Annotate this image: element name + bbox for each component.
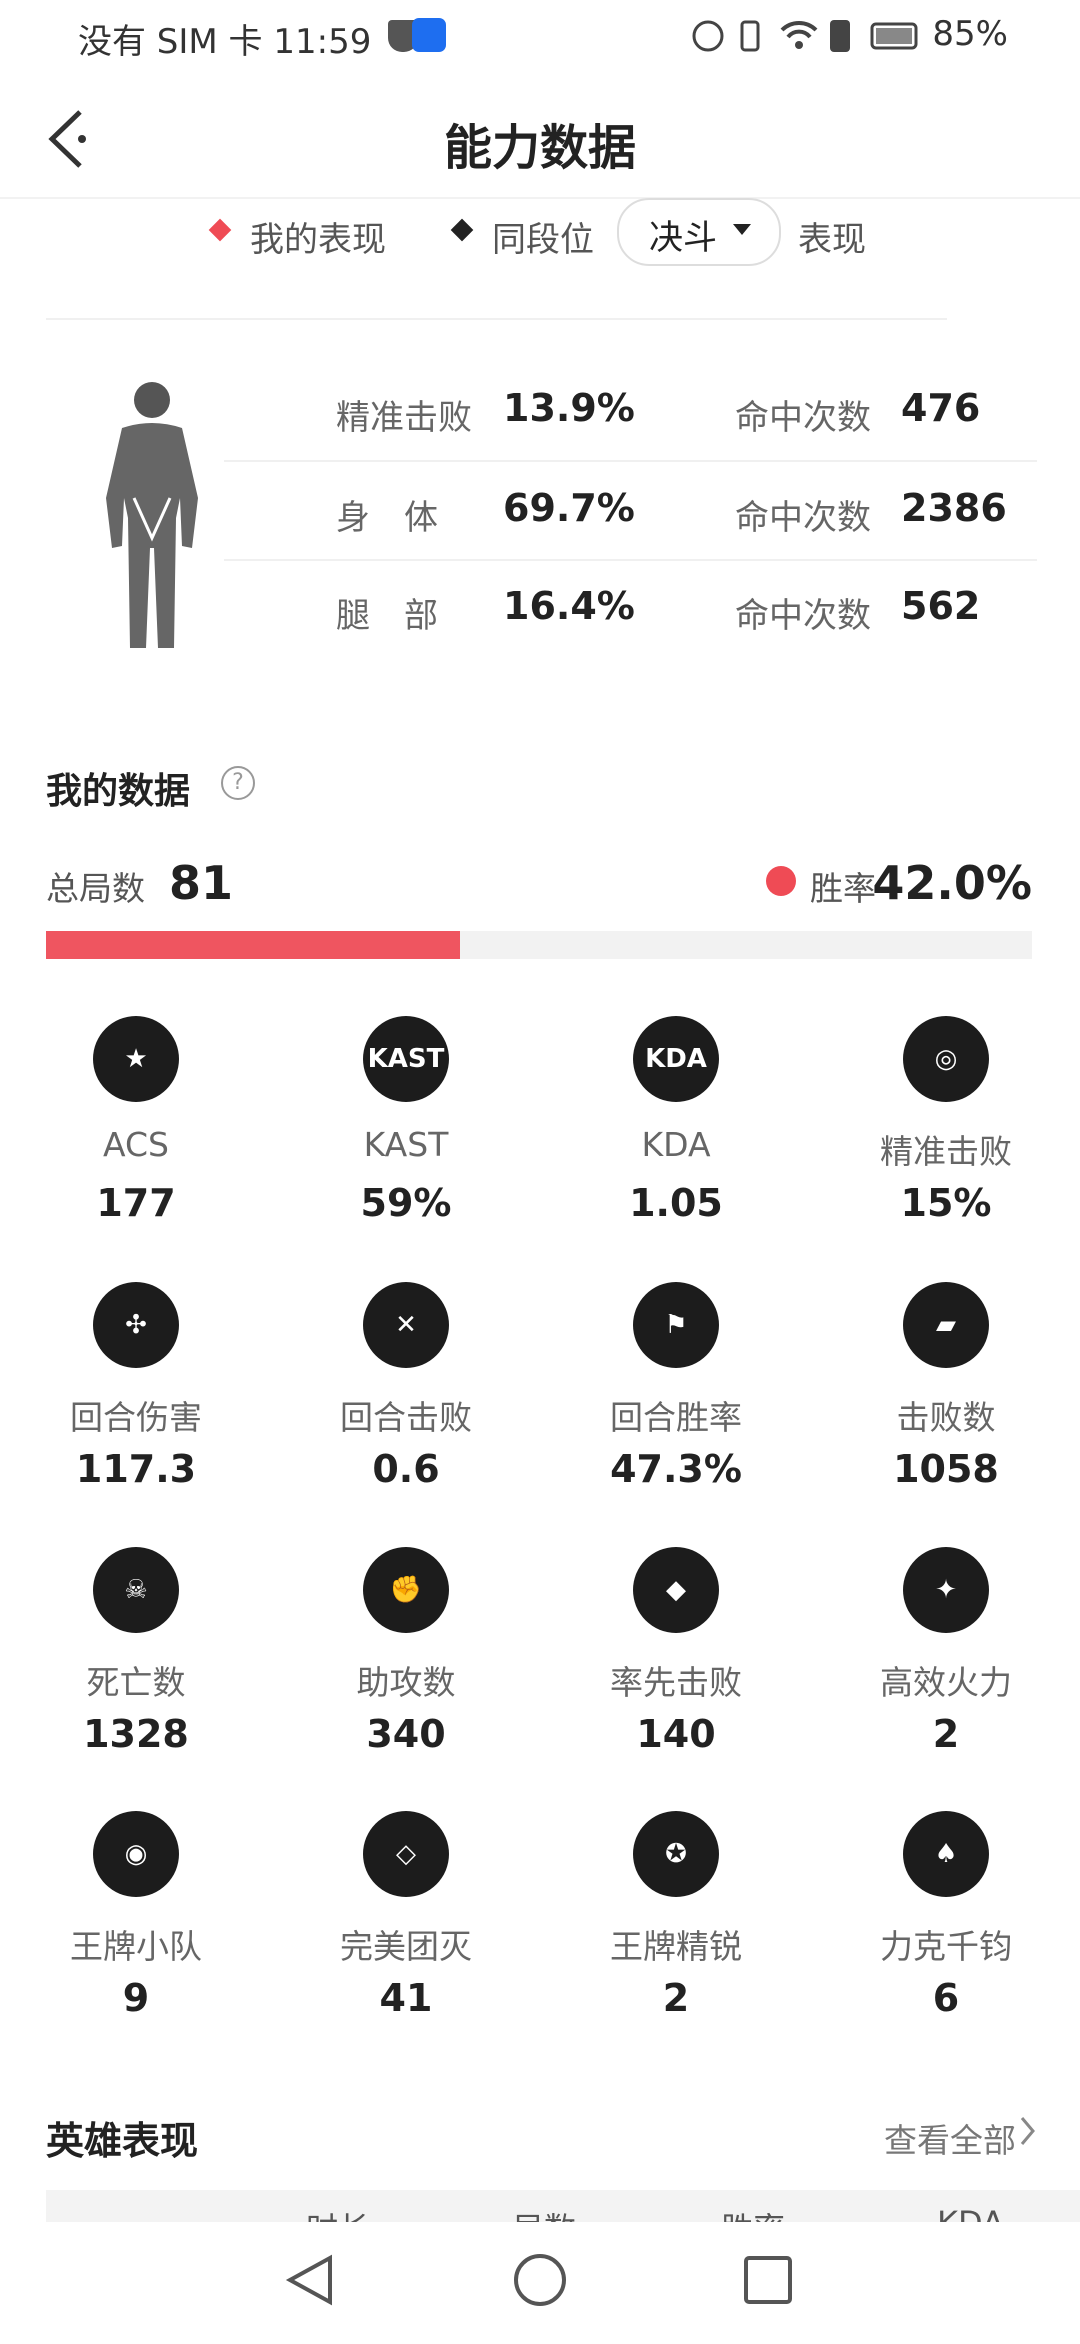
app-icon — [412, 18, 446, 52]
stat-icon: ◉ — [93, 1811, 179, 1897]
stat-label: KDA — [641, 1125, 711, 1164]
stat-label: KAST — [363, 1125, 449, 1164]
header-divider — [0, 197, 1080, 199]
dropdown-text: 决斗 — [649, 218, 717, 258]
stat-icon: ☠ — [93, 1547, 179, 1633]
stat-icon: ✣ — [93, 1282, 179, 1368]
stat-value: 117.3 — [75, 1447, 197, 1491]
row-divider — [224, 460, 1037, 462]
section-title: 我的数据 — [46, 771, 191, 812]
stat-label: 高效火力 — [880, 1663, 1012, 1702]
stat-value: 140 — [636, 1712, 716, 1756]
status-text: 没有 SIM 卡 11:59 — [78, 22, 372, 62]
stat-icon: ⚑ — [633, 1282, 719, 1368]
row-divider — [224, 559, 1037, 561]
stat-label: 王牌小队 — [70, 1927, 202, 1966]
help-icon[interactable]: ? — [221, 766, 255, 800]
stat-value: 2 — [662, 1976, 690, 2020]
chevron — [1020, 2117, 1035, 2145]
stat-icon: ▰ — [903, 1282, 989, 1368]
stat-value: 59% — [360, 1181, 452, 1225]
battery-text: 85% — [932, 14, 1008, 54]
stat-icon: KAST — [363, 1016, 449, 1102]
nav-home[interactable] — [514, 2254, 566, 2306]
stat-value: 41 — [379, 1976, 433, 2020]
body-figure — [106, 382, 198, 648]
hits-label: 命中次数 — [735, 596, 871, 636]
stat-label: 回合击败 — [340, 1398, 472, 1437]
stat-value: 9 — [122, 1976, 150, 2020]
stat-label: 击败数 — [896, 1398, 996, 1437]
stat-label: 力克千钧 — [880, 1927, 1012, 1966]
hit-percent: 16.4% — [503, 584, 635, 628]
hits-value: 562 — [901, 584, 981, 628]
hits-value: 2386 — [901, 486, 1007, 530]
legend-peer: 同段位 — [492, 220, 594, 260]
stat-icon: ✦ — [903, 1547, 989, 1633]
stat-icon: ◎ — [903, 1016, 989, 1102]
stat-value: 15% — [900, 1181, 992, 1225]
hit-percent: 69.7% — [503, 486, 635, 530]
stat-label: 王牌精锐 — [610, 1927, 742, 1966]
stat-value: 0.6 — [372, 1447, 440, 1491]
stat-value: 177 — [96, 1181, 176, 1225]
win-label: 胜率 — [810, 869, 876, 908]
stat-value: 2 — [932, 1712, 960, 1756]
nav-back[interactable] — [285, 2254, 332, 2306]
win-dot — [766, 866, 796, 896]
win-bar-fill — [46, 931, 461, 959]
dropdown[interactable]: 决斗 — [617, 198, 781, 266]
stat-label: 精准击败 — [880, 1132, 1012, 1171]
hit-label: 身 体 — [336, 498, 438, 538]
stat-label: 助攻数 — [356, 1663, 456, 1702]
stat-icon: ✕ — [363, 1282, 449, 1368]
stat-icon: ◆ — [633, 1547, 719, 1633]
stat-icon: ◇ — [363, 1811, 449, 1897]
stat-label: 率先击败 — [610, 1663, 742, 1702]
stat-icon: ✊ — [363, 1547, 449, 1633]
stat-value: 340 — [366, 1712, 446, 1756]
legend-suffix: 表现 — [798, 220, 866, 260]
hits-label: 命中次数 — [735, 398, 871, 438]
stat-icon: ✪ — [633, 1811, 719, 1897]
stat-icon: ♠ — [903, 1811, 989, 1897]
nav-bar — [0, 2222, 1080, 2340]
stat-value: 6 — [932, 1976, 960, 2020]
nav-icons — [285, 2254, 792, 2306]
divider — [46, 318, 947, 320]
stat-icon: KDA — [633, 1016, 719, 1102]
dropdown-arrow — [733, 224, 751, 235]
stat-value: 1.05 — [629, 1181, 723, 1225]
stat-icon: ★ — [93, 1016, 179, 1102]
total-value: 81 — [169, 856, 234, 910]
nav-recent[interactable] — [744, 2256, 792, 2304]
hit-label: 精准击败 — [336, 398, 472, 438]
view-all[interactable]: 查看全部 — [884, 2121, 1016, 2160]
total-label: 总局数 — [46, 869, 145, 908]
win-rate: 42.0% — [872, 856, 1032, 910]
stat-value: 1058 — [893, 1447, 999, 1491]
hits-label: 命中次数 — [735, 498, 871, 538]
section-title: 英雄表现 — [46, 2119, 199, 2163]
legend-dot-peer — [450, 218, 474, 242]
win-bar-track — [46, 931, 1032, 959]
hits-value: 476 — [901, 386, 981, 430]
stat-label: 回合胜率 — [610, 1398, 742, 1437]
back-button[interactable] — [44, 104, 94, 174]
stat-value: 1328 — [83, 1712, 189, 1756]
hit-label: 腿 部 — [336, 596, 438, 636]
stat-label: 死亡数 — [86, 1663, 186, 1702]
page-title: 能力数据 — [443, 120, 636, 176]
stat-value: 47.3% — [610, 1447, 742, 1491]
stat-label: ACS — [103, 1125, 169, 1164]
legend-dot-mine — [208, 218, 232, 242]
hit-percent: 13.9% — [503, 386, 635, 430]
status-icons — [692, 20, 918, 52]
stat-label: 完美团灭 — [340, 1927, 472, 1966]
legend-mine: 我的表现 — [250, 220, 386, 260]
stat-label: 回合伤害 — [70, 1398, 202, 1437]
